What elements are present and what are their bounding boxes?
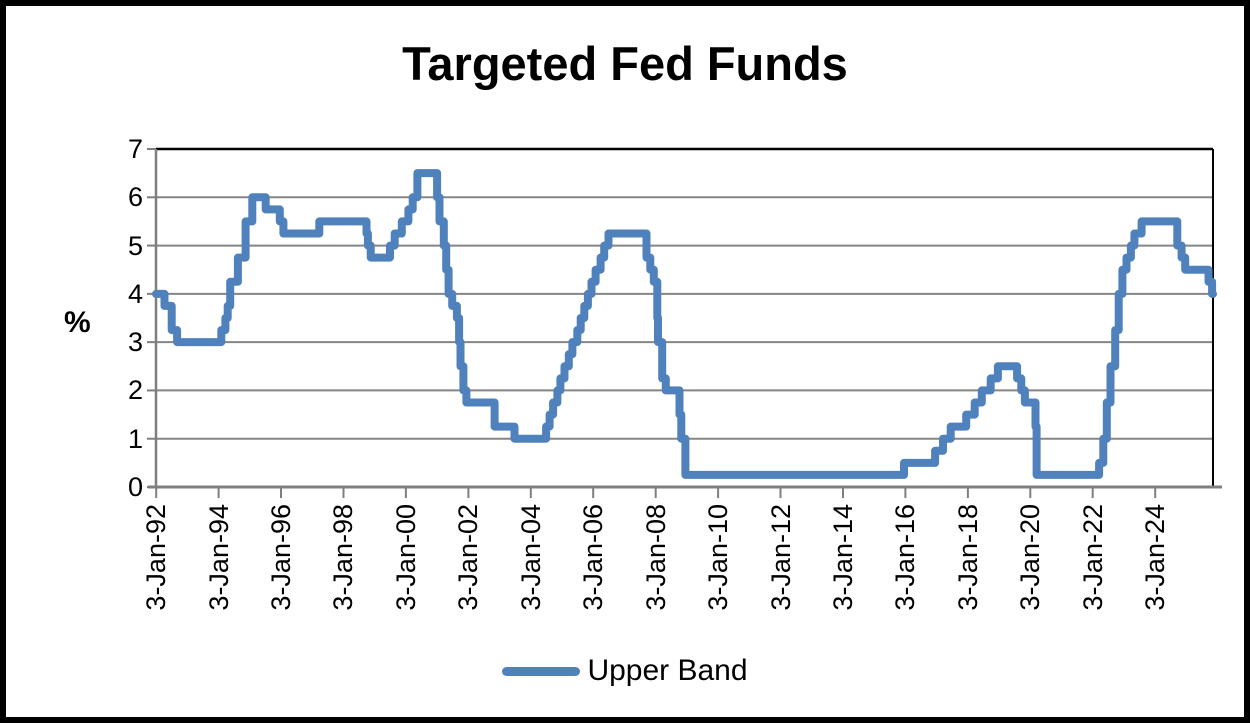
legend-label: Upper Band	[587, 654, 748, 687]
x-tick-label: 3-Jan-18	[952, 504, 983, 611]
x-tick-label: 3-Jan-20	[1015, 504, 1046, 611]
y-axis-title: %	[64, 306, 91, 339]
legend-line-swatch	[502, 666, 581, 676]
y-tick-label: 1	[127, 423, 143, 454]
x-tick-label: 3-Jan-14	[827, 504, 858, 611]
x-tick-label: 3-Jan-00	[390, 504, 421, 611]
y-tick-label: 6	[127, 182, 143, 213]
x-tick-label: 3-Jan-06	[578, 504, 609, 611]
legend: Upper Band	[6, 654, 1244, 688]
plot-area	[147, 147, 1222, 498]
x-tick-label: 3-Jan-96	[266, 504, 297, 611]
x-tick-label: 3-Jan-22	[1077, 504, 1108, 611]
y-tick-label: 5	[127, 230, 143, 261]
x-tick-label: 3-Jan-16	[890, 504, 921, 611]
y-tick-label: 0	[127, 472, 143, 502]
x-tick-label: 3-Jan-10	[703, 504, 734, 611]
y-tick-label: 4	[127, 278, 143, 309]
y-tick-label: 3	[127, 327, 143, 358]
x-tick-label: 3-Jan-92	[141, 504, 172, 611]
x-tick-label: 3-Jan-94	[203, 504, 234, 611]
chart-title: Targeted Fed Funds	[402, 37, 848, 90]
x-tick-label: 3-Jan-98	[328, 504, 359, 611]
x-tick-label: 3-Jan-04	[515, 504, 546, 611]
y-tick-label: 7	[127, 134, 143, 164]
y-tick-label: 2	[127, 375, 143, 406]
series-upper-band-line	[152, 169, 1217, 479]
x-tick-label: 3-Jan-08	[640, 504, 671, 611]
x-tick-label: 3-Jan-12	[765, 504, 796, 611]
x-tick-label: 3-Jan-02	[453, 504, 484, 611]
x-tick-label: 3-Jan-24	[1140, 504, 1171, 611]
